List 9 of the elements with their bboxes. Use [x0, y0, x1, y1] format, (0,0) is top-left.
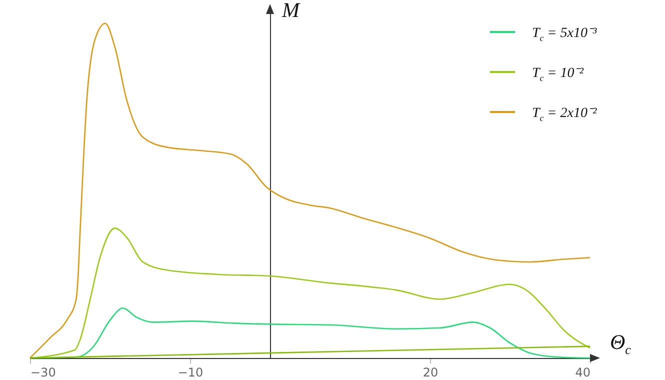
- legend-label: T$_{c}$ = 5x10⁻³: [532, 24, 597, 42]
- x-tick-label: −10: [178, 366, 204, 380]
- legend-label: T$_{c}$ = 2x10⁻²: [532, 104, 597, 122]
- y-axis-title: M: [282, 0, 300, 23]
- legend-label: T$_{c}$ = 10⁻²: [532, 64, 584, 82]
- x-axis-title: Θ$_{c}$: [610, 330, 631, 358]
- x-tick-label: 40: [575, 366, 590, 380]
- x-tick-label: 20: [422, 366, 438, 380]
- x-tick-label: −30: [30, 366, 56, 380]
